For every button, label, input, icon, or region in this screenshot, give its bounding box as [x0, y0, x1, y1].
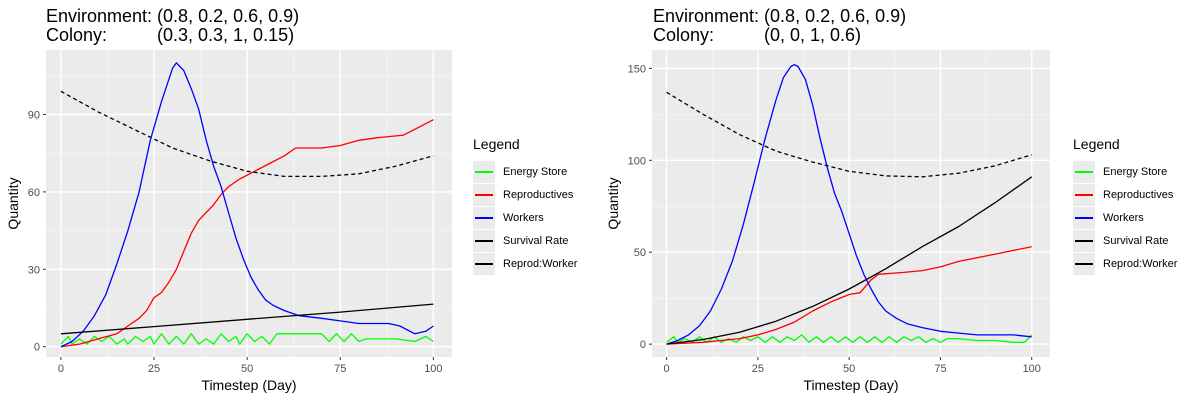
legend-item: Workers — [1073, 206, 1177, 229]
legend-key-swatch — [1073, 229, 1095, 252]
legend-label: Workers — [1103, 211, 1144, 224]
series-line-survival-rate — [666, 176, 1033, 345]
series-line-survival-rate — [60, 303, 434, 335]
legend-key-swatch — [1073, 183, 1095, 206]
legend-label: Reprod:Worker — [503, 257, 578, 270]
chart-plot-1: 0 25 50 75 100 0 30 60 90 Timestep (Day) Quantity — [5, 50, 452, 393]
x-tick-label: 50 — [843, 363, 855, 375]
series-lines — [666, 64, 1033, 345]
x-axis-title: Timestep (Day) — [201, 377, 296, 393]
series-line-reproductives — [60, 119, 434, 348]
x-tick-label: 25 — [752, 363, 764, 375]
legend-label: Reproductives — [503, 188, 574, 201]
legend-title: Legend — [473, 136, 520, 152]
series-line-energy-store — [666, 334, 1033, 343]
chart-title-colony-value: (0.3, 0.3, 1, 0.15) — [157, 25, 295, 45]
series-line-workers — [60, 62, 434, 348]
y-axis-title: Quantity — [605, 177, 621, 229]
legend-item: Reprod:Worker — [473, 252, 577, 275]
legend-key-swatch — [473, 206, 495, 229]
x-tick-label: 100 — [1023, 363, 1041, 375]
legend-item: Reprod:Worker — [1073, 252, 1177, 275]
series-line-reproductives — [666, 246, 1032, 345]
legend-label: Energy Store — [503, 165, 568, 178]
chart-panel-2: Environment: (0.8, 0.2, 0.6, 0.9) Colony… — [600, 0, 1200, 400]
legend-key-swatch — [473, 229, 495, 252]
x-tick-label: 0 — [58, 363, 64, 375]
legend-title: Legend — [1073, 136, 1120, 152]
y-tick-label: 0 — [34, 342, 40, 354]
series-lines — [60, 62, 434, 348]
y-tick-label: 150 — [628, 63, 646, 75]
x-tick-label: 75 — [934, 363, 946, 375]
chart-panel-1: Environment: (0.8, 0.2, 0.6, 0.9) Colony… — [5, 6, 577, 393]
legend-item: Survival Rate — [473, 229, 577, 252]
legend-item: Reproductives — [1073, 183, 1177, 206]
x-tick-label: 50 — [241, 363, 253, 375]
series-line-workers — [666, 64, 1032, 345]
series-line-reprod-worker — [60, 90, 434, 178]
legend-label: Reprod:Worker — [1103, 257, 1178, 270]
y-tick-label: 50 — [634, 247, 646, 259]
legend-item: Energy Store — [1073, 160, 1177, 183]
legend-label: Energy Store — [1103, 165, 1168, 178]
legend-key-swatch — [473, 252, 495, 275]
x-tick-label: 75 — [334, 363, 346, 375]
chart-legend-1: Legend Energy Store Reproductives Workers Su… — [473, 136, 577, 275]
legend-key-swatch — [1073, 252, 1095, 275]
chart-title-colony-label: Colony: — [46, 25, 108, 45]
chart-title-environment: Environment: (0.8, 0.2, 0.6, 0.9) — [653, 6, 907, 26]
legend-key-swatch — [473, 160, 495, 183]
x-tick-label: 25 — [148, 363, 160, 375]
legend-item: Workers — [473, 206, 577, 229]
plot-background — [652, 50, 1050, 357]
plot-background — [46, 50, 452, 357]
legend-key-swatch — [1073, 160, 1095, 183]
y-tick-label: 100 — [628, 155, 646, 167]
chart-title-environment: Environment: (0.8, 0.2, 0.6, 0.9) — [46, 6, 300, 26]
y-tick-label: 90 — [28, 109, 40, 121]
gridlines — [652, 50, 1050, 357]
y-tick-label: 0 — [640, 339, 646, 351]
chart-legend-2: Legend Energy Store Reproductives Workers Su… — [1073, 136, 1177, 275]
x-tick-label: 100 — [424, 363, 442, 375]
legend-key-swatch — [473, 183, 495, 206]
legend-item: Reproductives — [473, 183, 577, 206]
legend-label: Survival Rate — [503, 234, 569, 247]
legend-item: Energy Store — [473, 160, 577, 183]
x-tick-label: 0 — [664, 363, 670, 375]
y-tick-label: 30 — [28, 264, 40, 276]
y-tick-label: 60 — [28, 187, 40, 199]
legend-label: Survival Rate — [1103, 234, 1169, 247]
legend-item: Survival Rate — [1073, 229, 1177, 252]
x-axis-title: Timestep (Day) — [803, 377, 898, 393]
y-axis-title: Quantity — [5, 177, 21, 229]
chart-title-colony-value: (0, 0, 1, 0.6) — [764, 25, 862, 45]
chart-plot-2: 0 25 50 75 100 0 50 100 150 Timestep (Day) Quantit… — [605, 50, 1050, 393]
legend-key-swatch — [1073, 206, 1095, 229]
chart-title-colony-label: Colony: — [653, 25, 715, 45]
legend-label: Workers — [503, 211, 544, 224]
legend-label: Reproductives — [1103, 188, 1174, 201]
series-line-energy-store — [60, 333, 434, 345]
series-line-reprod-worker — [666, 91, 1032, 178]
